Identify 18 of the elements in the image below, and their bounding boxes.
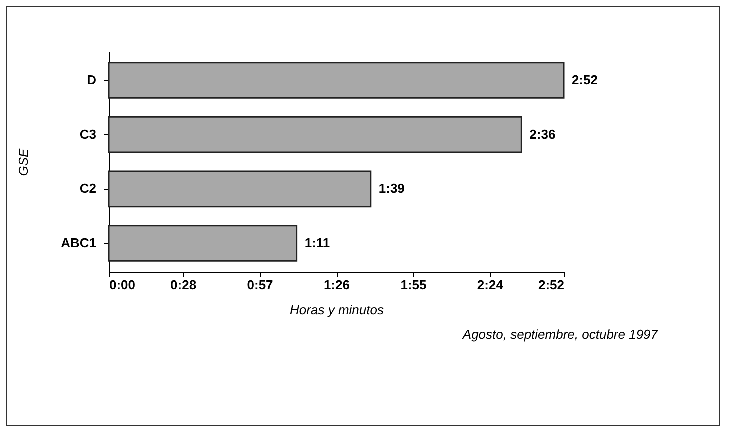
data-label: 1:39 bbox=[378, 181, 405, 196]
data-label: 1:11 bbox=[304, 235, 330, 250]
text: Agosto, septiembre, octubre 1997 bbox=[462, 327, 659, 342]
x-tick-label: 1:26 bbox=[324, 278, 350, 292]
x-tick-label: 1:55 bbox=[400, 278, 427, 292]
data-label: 2:36 bbox=[530, 126, 556, 142]
y-axis-title: GSE bbox=[16, 148, 32, 176]
x-axis-title: Horas y minutos bbox=[290, 302, 384, 318]
y-tick-label: C2 bbox=[80, 181, 96, 196]
x-tick-label: 2:52 bbox=[538, 278, 564, 292]
y-tick-label: D bbox=[87, 72, 96, 88]
x-tick-label: 0:00 bbox=[110, 278, 136, 292]
x-tick-label: 0:57 bbox=[247, 278, 274, 292]
y-tick-label: C3 bbox=[80, 126, 96, 142]
x-tick-label: 2:24 bbox=[477, 278, 504, 292]
y-tick-label: ABC1 bbox=[61, 235, 96, 250]
x-tick-label: 0:28 bbox=[170, 278, 197, 292]
data-label: 2:52 bbox=[572, 72, 598, 88]
